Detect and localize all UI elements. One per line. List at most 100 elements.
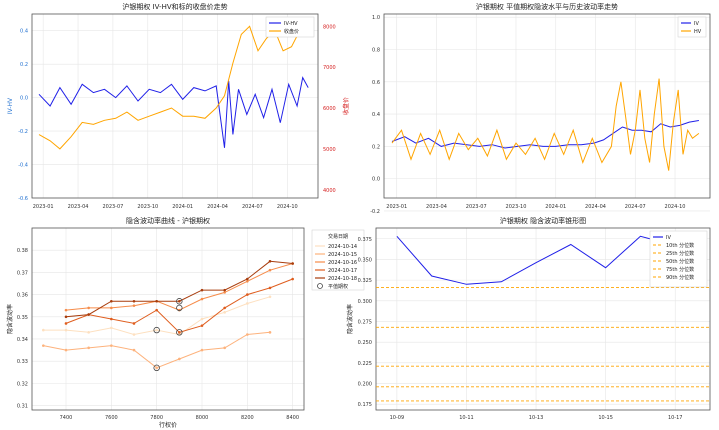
series-point bbox=[64, 328, 68, 332]
series-point bbox=[178, 299, 181, 303]
y-axis-label: IV-HV bbox=[7, 97, 14, 114]
x-tick-label: 2024-07 bbox=[242, 204, 263, 210]
plot-frame bbox=[31, 227, 305, 411]
series-point bbox=[200, 288, 204, 292]
series-point bbox=[223, 288, 226, 292]
y-tick-label: 0.31 bbox=[17, 404, 28, 410]
series-point bbox=[87, 306, 90, 310]
series-point bbox=[132, 299, 136, 303]
series-point bbox=[132, 333, 136, 336]
x-tick-label: 8000 bbox=[196, 415, 209, 421]
series-point bbox=[155, 366, 158, 370]
y2-axis-label: 收盘价 bbox=[342, 97, 350, 115]
x-tick-label: 2024-04 bbox=[207, 204, 228, 210]
y-tick-label: 0.275 bbox=[358, 319, 372, 325]
y2-tick-label: 7000 bbox=[323, 65, 336, 71]
y-tick-label: 0.4 bbox=[20, 29, 28, 35]
y-tick-label: -0.2 bbox=[18, 129, 28, 135]
y-tick-label: 0.2 bbox=[372, 144, 380, 150]
y-tick-label: 0.4 bbox=[372, 112, 380, 118]
series-point bbox=[132, 348, 136, 352]
legend: IV HV bbox=[677, 16, 707, 38]
y-tick-label: 0.6 bbox=[372, 80, 380, 86]
x-tick-label: 2024-01 bbox=[545, 204, 566, 210]
series-point bbox=[110, 306, 113, 310]
series-point bbox=[155, 328, 158, 332]
legend-box bbox=[265, 16, 315, 38]
plot-frame bbox=[375, 227, 711, 411]
x-tick-label: 7800 bbox=[150, 415, 163, 421]
series-line-0 bbox=[396, 235, 676, 285]
series-point bbox=[291, 262, 294, 265]
series-point bbox=[200, 348, 204, 352]
y-tick-label: 0.225 bbox=[358, 361, 372, 367]
y-tick-label: -0.2 bbox=[370, 209, 380, 215]
y-tick-label: 0.375 bbox=[358, 237, 372, 243]
series-point bbox=[64, 315, 68, 319]
x-tick-label: 2023-04 bbox=[68, 204, 89, 210]
y-tick-label: 0.35 bbox=[17, 315, 28, 321]
legend-label: 90th 分位数 bbox=[666, 274, 694, 281]
y-tick-label: 0.300 bbox=[358, 299, 372, 305]
y-tick-label: 1.0 bbox=[372, 15, 380, 21]
y-tick-label: 0.350 bbox=[358, 257, 372, 263]
x-tick-label: 2023-07 bbox=[102, 204, 123, 210]
legend-label: IV-HV bbox=[284, 21, 298, 27]
chart-iv-hv-price: 2023-01 2023-04 2023-07 2023-10 2024-01 2024-… bbox=[7, 2, 350, 210]
x-axis-label: 行权价 bbox=[159, 421, 177, 429]
legend-label: 平值期权 bbox=[328, 283, 348, 290]
series-point bbox=[291, 277, 294, 281]
x-tick-label: 2024-10 bbox=[665, 204, 686, 210]
series-point bbox=[87, 346, 90, 350]
series-point bbox=[268, 286, 272, 290]
legend-label: IV bbox=[666, 235, 671, 241]
legend-label: 75th 分位数 bbox=[666, 266, 694, 273]
legend-label: IV bbox=[694, 21, 699, 27]
y-tick-label: 0.200 bbox=[358, 382, 372, 388]
x-tick-label: 8200 bbox=[241, 415, 254, 421]
plot-frame bbox=[383, 13, 711, 199]
y-tick-label: 0.325 bbox=[358, 278, 372, 284]
series-point bbox=[42, 344, 45, 347]
y-tick-label: 0.0 bbox=[372, 177, 380, 183]
legend-label: 2024-10-14 bbox=[328, 244, 357, 250]
y2-tick-label: 5000 bbox=[323, 147, 336, 153]
series-point bbox=[155, 308, 158, 312]
x-tick-label: 10-11 bbox=[459, 415, 474, 421]
series-point bbox=[42, 328, 45, 332]
y-tick-label: 0.36 bbox=[17, 293, 28, 299]
y-tick-label: 0.33 bbox=[17, 359, 28, 365]
chart-title: 沪银期权 IV-HV和标的收盘价走势 bbox=[122, 2, 227, 11]
series-line-4 bbox=[65, 260, 293, 318]
y-tick-label: 0.37 bbox=[17, 270, 28, 276]
legend-marker bbox=[317, 283, 323, 289]
x-tick-label: 10-17 bbox=[668, 415, 683, 421]
legend-label: 收盘价 bbox=[284, 28, 299, 35]
atm-marker bbox=[176, 329, 183, 336]
atm-marker bbox=[176, 304, 183, 312]
y-tick-label: 0.32 bbox=[17, 381, 28, 387]
y2-tick-label: 6000 bbox=[323, 106, 336, 112]
x-tick-label: 2024-07 bbox=[625, 204, 646, 210]
chart-iv-cone: 10-09 10-11 10-13 10-15 10-17 0.375 0.350 0.325… bbox=[346, 216, 711, 421]
series-point bbox=[246, 277, 249, 281]
x-tick-label: 7400 bbox=[60, 415, 73, 421]
series-point bbox=[87, 313, 90, 316]
y-tick-label: -0.6 bbox=[18, 196, 28, 202]
series-point bbox=[64, 308, 68, 312]
series-point bbox=[110, 317, 113, 321]
legend-label: HV bbox=[694, 29, 702, 35]
series-point bbox=[132, 304, 136, 307]
series-point bbox=[178, 331, 181, 334]
series-point bbox=[178, 357, 181, 361]
y-axis-label: 隐含波动率 bbox=[346, 304, 354, 334]
atm-marker bbox=[153, 326, 160, 334]
atm-marker bbox=[153, 364, 160, 372]
series-point bbox=[268, 268, 272, 272]
legend-label: 2024-10-15 bbox=[328, 252, 357, 258]
x-tick-label: 2024-04 bbox=[585, 204, 606, 210]
y2-tick-label: 8000 bbox=[323, 24, 336, 30]
x-tick-label: 7600 bbox=[105, 415, 118, 421]
x-tick-label: 2023-07 bbox=[466, 204, 487, 210]
legend-label: 25th 分位数 bbox=[666, 250, 694, 257]
